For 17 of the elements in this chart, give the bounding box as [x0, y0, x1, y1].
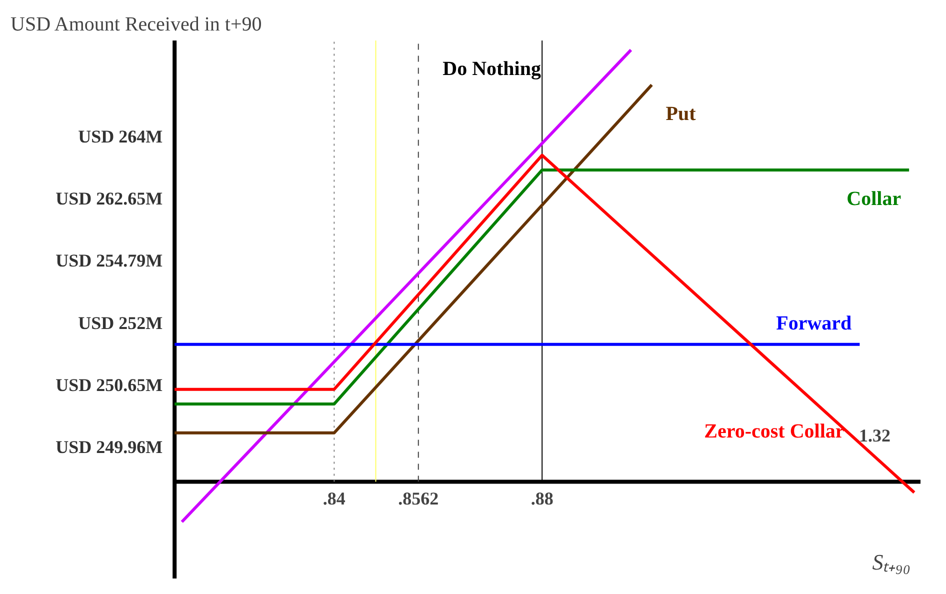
series-label: Zero-cost Collar — [704, 420, 844, 443]
x-tick-label: .88 — [530, 488, 554, 509]
text: USD 264M — [78, 126, 163, 146]
series-label: Forward — [776, 312, 852, 334]
y-axis-title: USD Amount Received in t+90 — [10, 14, 262, 36]
text: USD 249.96M — [56, 437, 163, 458]
x-axis-title: Sₜ₊₉₀ — [872, 550, 910, 574]
series-label: Collar — [846, 188, 902, 210]
text: USD 252M — [78, 312, 163, 333]
text: USD 262.65M — [56, 188, 163, 208]
text: USD 254.79M — [56, 250, 163, 271]
x-tick-label: .84 — [322, 488, 346, 509]
x-tick-label: .8562 — [398, 488, 439, 509]
annotation: 1.32 — [859, 426, 890, 446]
series-label: Put — [666, 102, 696, 125]
text: USD 250.65M — [56, 374, 163, 395]
text: Do Nothing — [442, 58, 541, 80]
